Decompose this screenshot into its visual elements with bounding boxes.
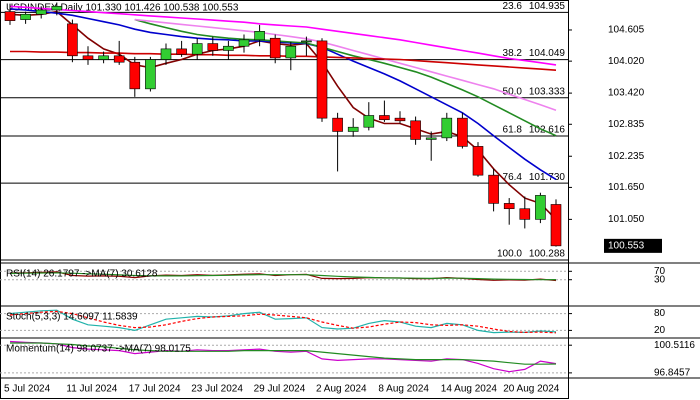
indicator-line <box>9 272 557 281</box>
y-tick-label: 101.650 <box>608 182 645 193</box>
y-tick-label: 80 <box>654 308 666 319</box>
chart-title: USDINDEX,Daily 101.330 101.426 100.538 1… <box>6 3 239 14</box>
fib-level-name: 76.4 <box>503 172 523 183</box>
fib-level-value: 104.049 <box>529 48 566 59</box>
y-tick-label: 102.235 <box>608 151 645 162</box>
moving-average <box>9 8 557 181</box>
candle-body <box>503 203 515 210</box>
candle-body <box>269 37 281 59</box>
candle-body <box>441 117 453 139</box>
fib-level-name: 61.8 <box>503 125 523 136</box>
fib-level-value: 102.616 <box>529 125 566 136</box>
candle-body <box>35 9 47 15</box>
y-tick-label: 103.420 <box>608 88 645 99</box>
candle-body <box>191 43 203 55</box>
fib-level-name: 100.0 <box>497 249 522 260</box>
y-tick-label: 104.020 <box>608 56 645 67</box>
candle-body <box>347 126 359 132</box>
candle-body <box>51 5 63 11</box>
candle-body <box>223 45 234 51</box>
candle-body <box>535 195 546 220</box>
candle-body <box>363 115 375 128</box>
fib-level-value: 104.935 <box>529 1 566 12</box>
panel-title: Stoch(5,3,3) 14.6097 11.5839 <box>6 312 138 323</box>
candle-body <box>113 55 125 63</box>
y-tick-label: 20 <box>654 325 666 336</box>
candle-body <box>301 40 312 43</box>
candle-body <box>98 55 109 60</box>
x-tick-label: 23 Jul 2024 <box>191 384 243 395</box>
candle-body <box>4 11 16 21</box>
y-tick-label: 100.5116 <box>654 340 695 351</box>
x-tick-label: 5 Jul 2024 <box>4 384 51 395</box>
plot-frame <box>0 0 569 399</box>
candle-body <box>145 59 156 90</box>
x-tick-label: 8 Aug 2024 <box>378 384 429 395</box>
indicator-line <box>9 309 557 334</box>
x-tick-label: 14 Aug 2024 <box>441 384 498 395</box>
y-tick-label: 104.605 <box>608 25 645 36</box>
indicator-line <box>10 342 557 365</box>
candle-body <box>519 208 531 220</box>
y-tick-label: 102.835 <box>608 119 645 130</box>
x-tick-label: 29 Jul 2024 <box>254 384 306 395</box>
candle-body <box>472 146 484 176</box>
fib-level-name: 38.2 <box>503 48 523 59</box>
candle-body <box>332 117 343 132</box>
candle-body <box>488 174 499 204</box>
panel-title: Momentum(14) 98.0737 ->MA(7) 98.0175 <box>6 344 191 355</box>
candle-body <box>285 45 297 59</box>
moving-average <box>10 50 557 71</box>
moving-average <box>134 18 557 137</box>
candle-body <box>379 115 390 121</box>
candle-body <box>129 61 141 90</box>
fib-level-name: 23.6 <box>503 1 523 12</box>
indicator-line <box>9 310 557 334</box>
y-tick-label: 30 <box>654 274 666 285</box>
x-tick-label: 17 Jul 2024 <box>129 384 181 395</box>
fib-level-value: 100.288 <box>529 249 566 260</box>
candle-body <box>67 23 78 57</box>
fib-level-value: 101.730 <box>529 172 566 183</box>
fib-level-name: 50.0 <box>503 86 523 97</box>
last-price-box <box>604 238 662 253</box>
candle-body <box>425 137 437 140</box>
x-tick-label: 2 Aug 2024 <box>316 384 367 395</box>
x-tick-label: 11 Jul 2024 <box>66 384 117 395</box>
fib-level-value: 103.333 <box>529 86 566 97</box>
candle-body <box>82 55 94 60</box>
candle-body <box>394 117 406 122</box>
moving-average <box>134 18 557 111</box>
candle-body <box>254 31 265 41</box>
candle-body <box>457 117 468 147</box>
candle-body <box>238 39 250 47</box>
candle-body <box>207 43 219 51</box>
candle-body <box>410 120 421 140</box>
moving-average <box>9 5 557 66</box>
panel-title: RSI(14) 26.1797 ->MA(7) 30.6128 <box>6 269 158 280</box>
x-tick-label: 20 Aug 2024 <box>503 384 560 395</box>
y-tick-label: 96.8457 <box>654 368 691 379</box>
y-tick-label: 70 <box>654 266 666 277</box>
candle-body <box>550 204 562 247</box>
y-tick-label: 101.050 <box>608 214 645 225</box>
candle-body <box>176 48 187 55</box>
candle-body <box>20 13 31 20</box>
candle-body <box>160 48 172 60</box>
candle-body <box>316 40 328 119</box>
last-price-label: 100.553 <box>608 240 645 251</box>
